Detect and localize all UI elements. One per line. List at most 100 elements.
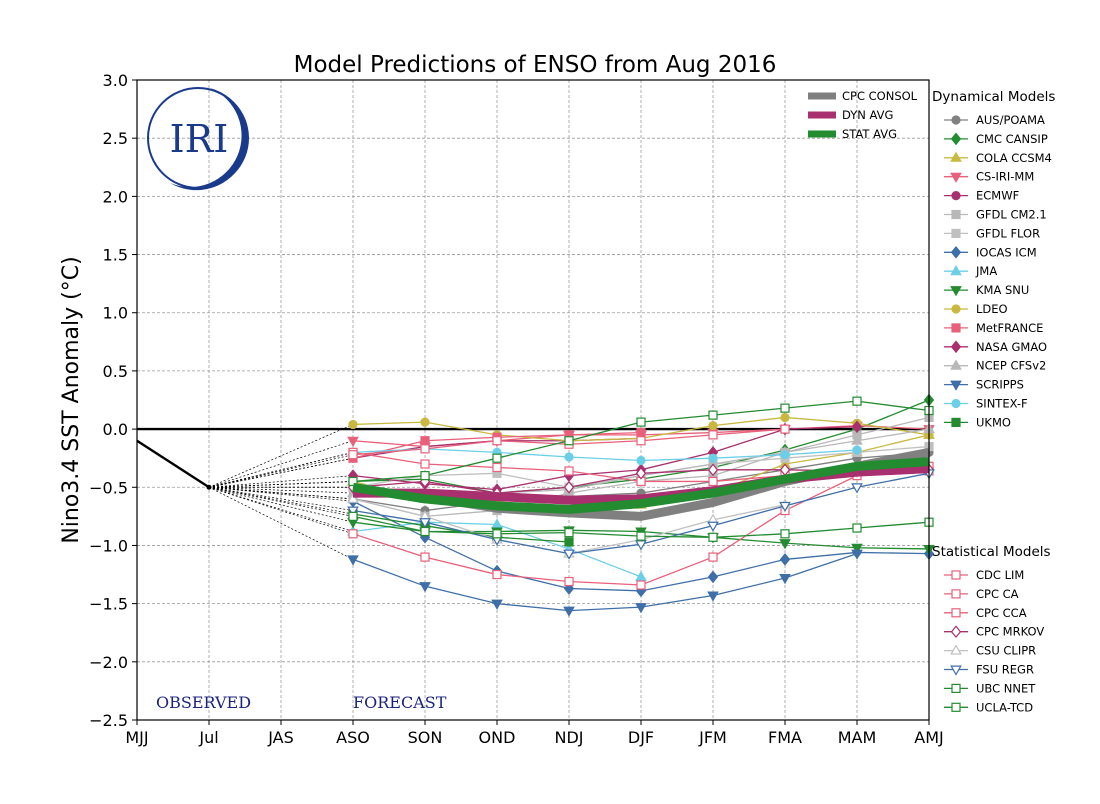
point-cpc-ca (708, 476, 718, 487)
connector-nasa-gmao (208, 475, 354, 488)
point-ldeo (780, 412, 790, 423)
legend-marker-cdc-lim (951, 570, 961, 580)
point-ucla-tcd (780, 403, 790, 413)
point-fsu-regr (779, 501, 791, 513)
y-tick-label: 2.0 (103, 187, 128, 206)
y-tick-label: 0.0 (103, 420, 128, 439)
x-tick-label: AMJ (914, 728, 943, 747)
point-jma (635, 570, 647, 581)
x-tick-label: JAS (267, 728, 294, 747)
legend-marker-cpc-cca (951, 608, 961, 618)
series-ucla-tcd (348, 396, 934, 487)
legend-label-stat-avg: STAT AVG (842, 127, 897, 141)
point-metfrance (420, 436, 430, 446)
iri-logo-text: IRI (170, 117, 229, 161)
legend-label-gfdl-cm2-1: GFDL CM2.1 (976, 208, 1047, 222)
connector-cs-iri-mm (208, 440, 354, 488)
legend-label-cola-ccsm4: COLA CCSM4 (976, 151, 1052, 165)
statistical-models-heading: Statistical Models (932, 544, 1051, 560)
point-cdc-lim (708, 552, 718, 562)
point-ubc-nnet (564, 528, 574, 538)
forecast-annotation: FORECAST (353, 693, 447, 712)
legend-label-ldeo: LDEO (976, 302, 1008, 316)
legend-marker-ucla-tcd (951, 702, 961, 712)
x-tick-label: MAM (838, 728, 877, 747)
point-ncep-cfsv2 (851, 434, 863, 445)
legend-marker-jma (950, 264, 962, 276)
legend-label-cmc-cansip: CMC CANSIP (976, 132, 1048, 146)
x-tick-label: MJJ (125, 728, 148, 747)
series-cdc-lim (348, 466, 934, 590)
legend-label-csu-clipr: CSU CLIPR (976, 644, 1036, 658)
connector-metfrance (208, 457, 354, 488)
point-iocas-icm (707, 570, 719, 584)
point-ucla-tcd (852, 396, 862, 406)
chart-title: Model Predictions of ENSO from Aug 2016 (294, 52, 777, 78)
point-cdc-lim (564, 576, 574, 587)
series-scripps (347, 549, 863, 617)
legend-label-cdc-lim: CDC LIM (976, 568, 1024, 582)
point-cpc-ca (564, 466, 574, 476)
legend-label-ubc-nnet: UBC NNET (976, 681, 1036, 695)
point-cpc-ca (420, 459, 430, 469)
point-sintex-f (708, 453, 718, 463)
iri-logo: IRI (147, 87, 249, 191)
point-scripps (851, 549, 863, 560)
connector-ubc-nnet (208, 486, 354, 517)
x-tick-label: FMA (768, 728, 802, 747)
connector-kma-snu (208, 486, 354, 523)
point-fsu-regr (347, 506, 359, 517)
legend-label-jma: JMA (975, 264, 997, 278)
legend-label-cs-iri-mm: CS-IRI-MM (976, 170, 1034, 184)
legend-label-ncep-cfsv2: NCEP CFSv2 (976, 359, 1046, 373)
point-ldeo (420, 417, 430, 427)
point-scripps (635, 603, 647, 614)
legend-marker-kma-snu (950, 286, 962, 297)
point-fsu-regr (851, 483, 863, 494)
plot-frame (136, 79, 930, 721)
point-csu-clipr (347, 492, 359, 503)
connector-cpc-cca (208, 454, 354, 488)
legend-marker-iocas-icm (950, 245, 962, 259)
x-tick-label: DJF (628, 728, 654, 747)
point-scripps (563, 606, 575, 617)
x-tick-label: ASO (336, 728, 370, 747)
point-ubc-nnet (708, 532, 718, 542)
point-ucla-tcd (708, 410, 718, 420)
legend-label-cpc-ca: CPC CA (976, 587, 1019, 601)
point-fsu-regr (707, 521, 719, 532)
point-cdc-lim (420, 552, 430, 562)
legend-marker-ukmo (951, 417, 961, 427)
point-fsu-regr (419, 518, 431, 529)
legend-marker-nasa-gmao (950, 340, 962, 354)
point-cpc-cca (636, 436, 646, 446)
y-tick-label: 1.0 (103, 304, 128, 323)
legend-label-metfrance: MetFRANCE (976, 321, 1043, 335)
point-ucla-tcd (636, 417, 646, 427)
point-jma (491, 518, 503, 529)
y-tick-label: −1.5 (89, 595, 128, 614)
point-cpc-cca (492, 436, 502, 446)
point-ldeo (708, 421, 718, 431)
y-tick-label: −2.0 (89, 653, 128, 672)
point-scripps (491, 599, 503, 610)
point-ubc-nnet (852, 523, 862, 533)
connector-iocas-icm (208, 486, 354, 502)
legend-layer: CPC CONSOL DYN AVG STAT AVG Dynamical Model… (808, 89, 1055, 714)
legend-marker-gfdl-flor (951, 228, 961, 238)
y-tick-label: 1.5 (103, 246, 128, 265)
series-layer (136, 393, 935, 617)
legend-marker-csu-clipr (950, 644, 962, 655)
legend-marker-sintex-f (951, 398, 961, 409)
point-ucla-tcd (564, 436, 574, 446)
connector-ukmo (208, 486, 354, 515)
connector-ncep-cfsv2 (208, 486, 354, 494)
legend-marker-gfdl-cm2-1 (951, 209, 961, 220)
point-cpc-mrkov (707, 463, 719, 477)
point-cdc-lim (492, 569, 502, 580)
x-tick-label: NDJ (554, 728, 583, 747)
point-cdc-lim (636, 580, 646, 590)
legend-label-aus-poama: AUS/POAMA (976, 113, 1045, 127)
